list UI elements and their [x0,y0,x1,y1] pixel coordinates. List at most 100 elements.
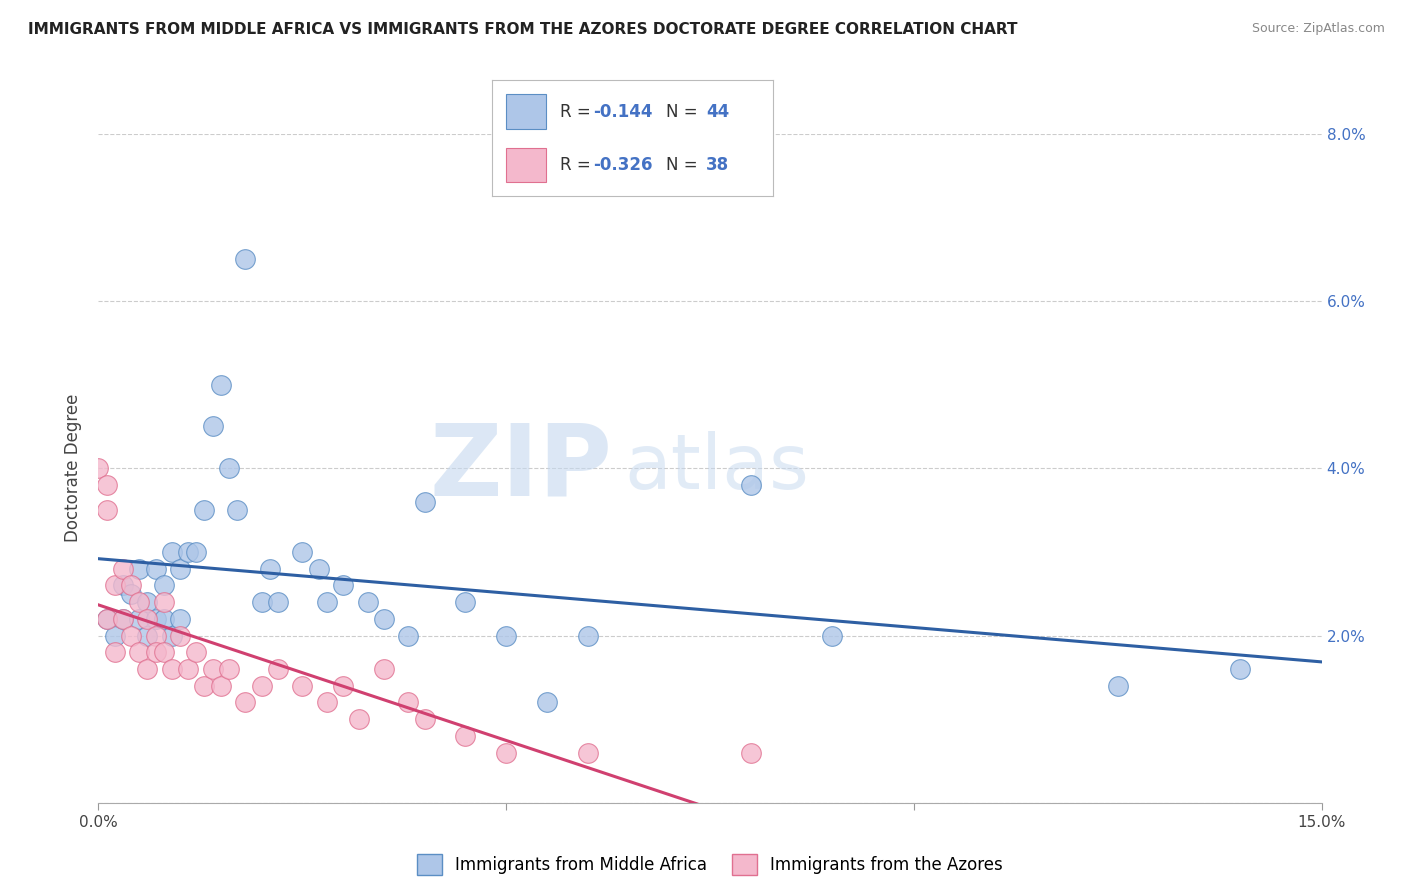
Point [1107,679,1129,693]
Text: 38: 38 [706,156,728,174]
Point [218,662,240,676]
Point [120,578,142,592]
Point [96,612,118,626]
Point [218,461,240,475]
Point [373,662,395,676]
Point [1229,662,1251,676]
Point [160,628,183,642]
Point [111,578,134,592]
Point [308,562,330,576]
Point [495,628,517,642]
Point [267,595,290,609]
Point [136,612,159,626]
Y-axis label: Doctorate Degree: Doctorate Degree [65,394,83,542]
Text: -0.326: -0.326 [593,156,652,174]
Point [111,612,134,626]
Point [96,503,118,517]
Point [740,478,762,492]
Point [536,696,558,710]
Point [315,696,337,710]
Text: N =: N = [666,156,703,174]
Point [373,612,395,626]
Point [413,495,436,509]
Point [233,252,256,267]
Point [169,562,191,576]
Point [152,595,174,609]
Point [128,645,150,659]
Point [332,578,354,592]
Point [186,645,208,659]
Point [169,628,191,642]
Text: ZIP: ZIP [429,420,612,516]
Point [128,595,150,609]
Point [160,545,183,559]
Point [186,545,208,559]
Point [152,578,174,592]
Point [226,503,249,517]
Point [96,612,118,626]
Point [356,595,378,609]
Point [96,478,118,492]
Point [315,595,337,609]
Point [145,562,167,576]
Text: R =: R = [560,156,596,174]
Point [193,679,215,693]
Point [193,503,215,517]
Text: N =: N = [666,103,703,120]
Point [160,662,183,676]
Point [104,645,127,659]
Point [332,679,354,693]
Text: IMMIGRANTS FROM MIDDLE AFRICA VS IMMIGRANTS FROM THE AZORES DOCTORATE DEGREE COR: IMMIGRANTS FROM MIDDLE AFRICA VS IMMIGRA… [28,22,1018,37]
Point [87,461,110,475]
Point [145,628,167,642]
Text: atlas: atlas [624,432,810,505]
Point [111,562,134,576]
Text: R =: R = [560,103,596,120]
Point [201,662,224,676]
Point [454,729,477,743]
Bar [506,147,546,182]
Point [349,712,371,726]
Point [233,696,256,710]
Point [104,628,127,642]
Point [152,612,174,626]
Point [145,645,167,659]
Text: -0.144: -0.144 [593,103,652,120]
Point [120,628,142,642]
Point [128,612,150,626]
Point [576,628,599,642]
Point [169,612,191,626]
Point [413,712,436,726]
Point [177,545,200,559]
Point [152,645,174,659]
Point [740,746,762,760]
Point [120,587,142,601]
Point [111,612,134,626]
Point [291,545,314,559]
Point [136,628,159,642]
Point [136,595,159,609]
Text: Source: ZipAtlas.com: Source: ZipAtlas.com [1251,22,1385,36]
Point [495,746,517,760]
Text: 44: 44 [706,103,730,120]
Point [250,679,273,693]
Point [259,562,281,576]
Point [250,595,273,609]
Point [201,419,224,434]
Point [177,662,200,676]
Point [136,662,159,676]
Legend: Immigrants from Middle Africa, Immigrants from the Azores: Immigrants from Middle Africa, Immigrant… [411,847,1010,881]
Point [821,628,844,642]
Point [454,595,477,609]
Point [396,628,419,642]
Point [145,612,167,626]
Point [396,696,419,710]
Point [209,679,232,693]
Bar [506,95,546,129]
Point [291,679,314,693]
Point [209,377,232,392]
Point [128,562,150,576]
Point [576,746,599,760]
Point [267,662,290,676]
Point [104,578,127,592]
